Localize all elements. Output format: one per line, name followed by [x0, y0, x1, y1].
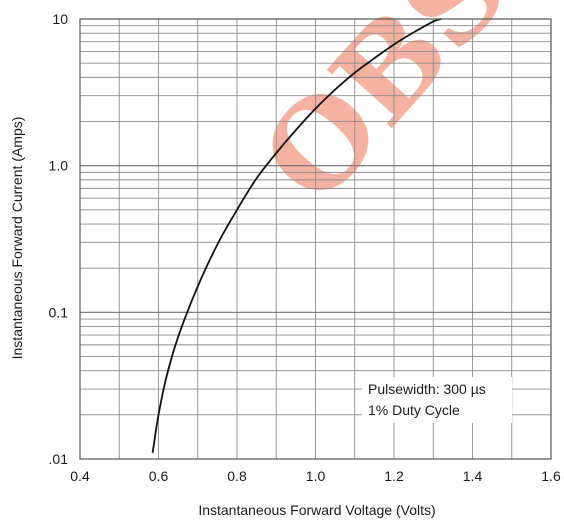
x-tick-label: 0.6	[149, 468, 169, 484]
axis-layer: 0.4 0.6 0.8 1.0 1.2 1.4 1.6 .01 0.1 1.0 10	[49, 11, 561, 484]
x-tick-label: 1.4	[463, 468, 483, 484]
forward-current-curve	[151, 18, 442, 454]
watermark: OBS	[235, 0, 536, 229]
annotation-box: Pulsewidth: 300 µs 1% Duty Cycle	[362, 377, 512, 423]
y-tick-label: 10	[52, 11, 68, 27]
x-axis-label: Instantaneous Forward Voltage (Volts)	[198, 502, 435, 518]
y-tick-label: 1.0	[49, 158, 69, 174]
annotation-duty-cycle: 1% Duty Cycle	[368, 402, 460, 418]
y-axis-label: Instantaneous Forward Current (Amps)	[9, 117, 25, 360]
y-tick-label: .01	[49, 451, 69, 467]
plot-frame	[79, 18, 552, 460]
x-tick-label: 1.6	[541, 468, 561, 484]
y-tick-label: 0.1	[49, 304, 69, 320]
watermark-text: OBS	[235, 0, 536, 229]
x-tick-label: 1.0	[306, 468, 326, 484]
x-tick-label: 0.8	[227, 468, 247, 484]
curve-layer	[151, 18, 442, 454]
x-tick-label: 1.2	[384, 468, 404, 484]
annotation-pulsewidth: Pulsewidth: 300 µs	[368, 381, 486, 397]
x-tick-label: 0.4	[70, 468, 90, 484]
